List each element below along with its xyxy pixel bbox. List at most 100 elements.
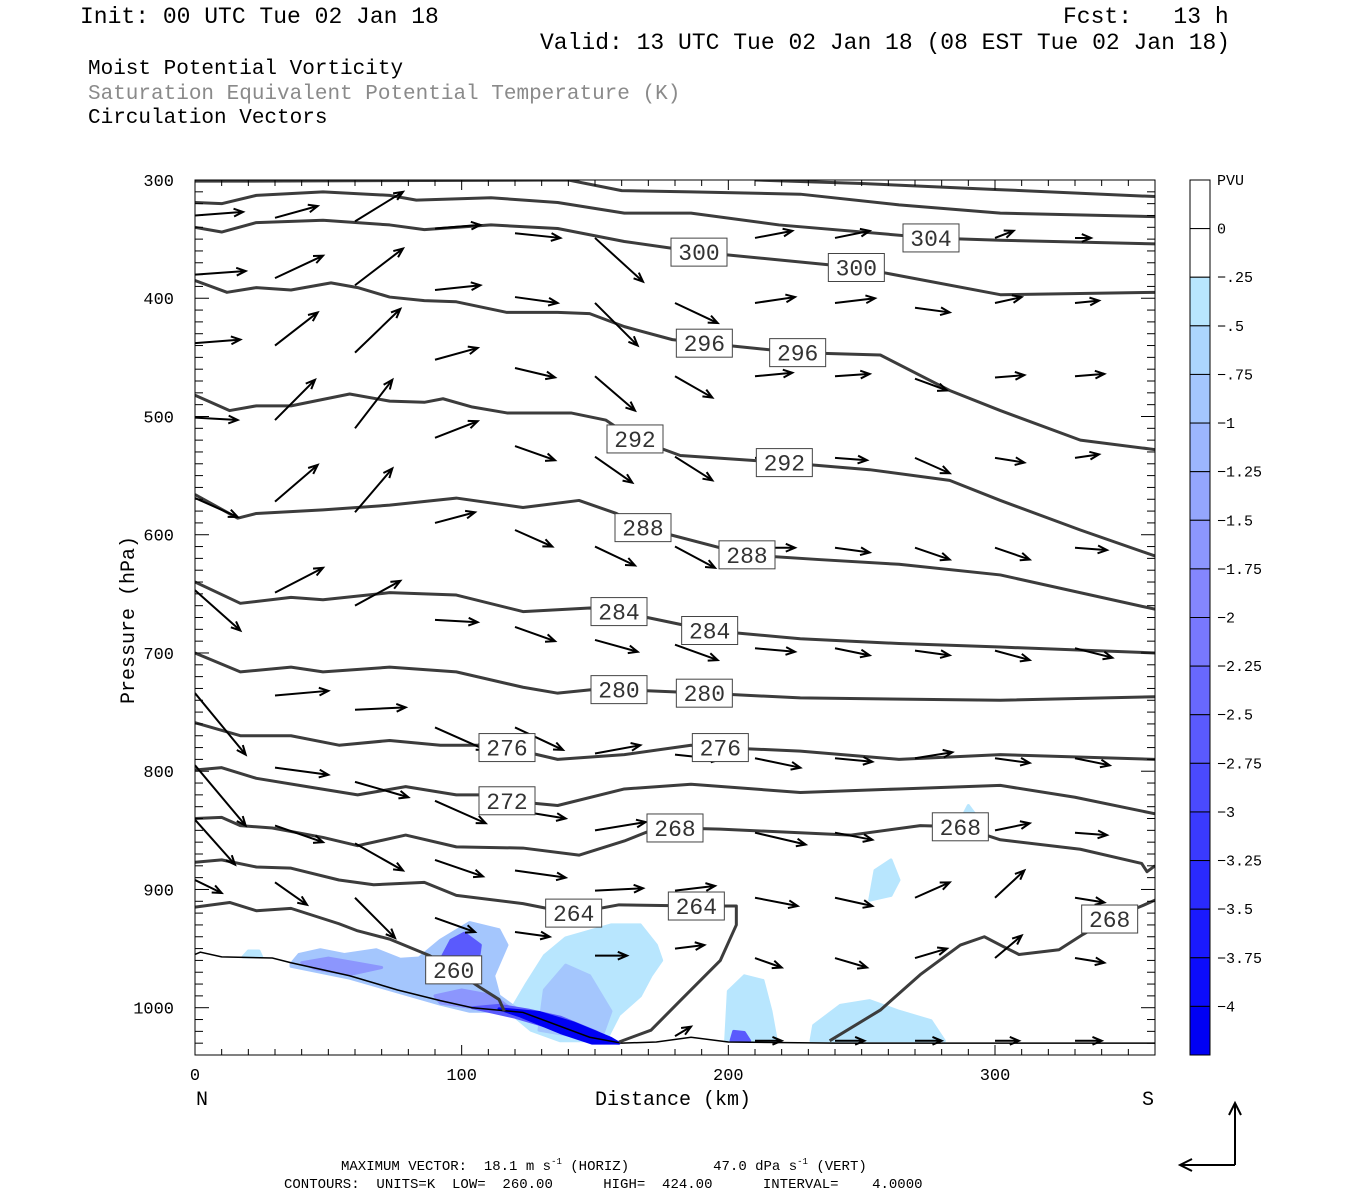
colorbar-swatch	[1189, 179, 1211, 230]
colorbar-swatch	[1189, 1005, 1211, 1056]
colorbar-swatch	[1189, 422, 1211, 473]
circulation-vector	[195, 879, 224, 895]
circulation-vector	[914, 649, 953, 659]
x-axis-south-label: S	[1142, 1089, 1154, 1112]
contour-label-box	[675, 678, 733, 708]
init-time: Init: 00 UTC Tue 02 Jan 18	[80, 4, 439, 30]
circulation-vector	[994, 933, 1024, 959]
circulation-vector	[195, 266, 249, 277]
circulation-vector	[195, 335, 243, 346]
contour-label-box	[590, 675, 648, 705]
circulation-vector	[835, 1035, 867, 1046]
y-tick-label: 500	[143, 409, 174, 428]
contour-label: 288	[726, 544, 767, 570]
circulation-vector	[434, 916, 478, 934]
circulation-vector	[834, 294, 878, 305]
circulation-vector	[594, 639, 641, 655]
colorbar-swatch	[1189, 665, 1211, 716]
x-tick-label: 200	[713, 1067, 744, 1086]
circulation-vector	[195, 692, 248, 757]
circulation-vector	[834, 546, 873, 557]
pv-shading-region	[868, 858, 901, 902]
circulation-vector	[1074, 956, 1107, 967]
contour-label-box	[902, 223, 960, 253]
circulation-vector	[754, 757, 803, 771]
colorbar-label: −3	[1217, 805, 1235, 822]
circulation-vector	[914, 748, 955, 760]
terrain-line	[195, 951, 1155, 1044]
contour-label-box	[1081, 904, 1139, 934]
circulation-vector	[594, 883, 646, 894]
x-axis-north-label: N	[196, 1089, 208, 1112]
x-tick-label: 100	[446, 1067, 477, 1086]
circulation-vector	[674, 643, 721, 662]
circulation-vector	[274, 566, 326, 594]
contour-label-box	[755, 448, 813, 478]
theta-es-contour-308	[195, 180, 1155, 219]
theta-es-contour-312	[754, 180, 1155, 199]
colorbar-swatch	[1189, 714, 1211, 764]
vert-tag: (VERT)	[816, 1159, 867, 1175]
circulation-vector	[354, 579, 403, 607]
circulation-vector	[514, 726, 566, 752]
contour-label: 292	[764, 452, 805, 478]
circulation-vector	[274, 766, 331, 779]
y-tick-label: 900	[143, 882, 174, 901]
colorbar-label: −.25	[1217, 270, 1253, 287]
valid-time: Valid: 13 UTC Tue 02 Jan 18 (08 EST Tue …	[540, 30, 1231, 56]
circulation-vector	[754, 831, 809, 848]
contour-label: 296	[684, 332, 725, 358]
circulation-vector	[994, 649, 1033, 663]
circulation-vector	[1074, 757, 1113, 769]
circulation-vector	[994, 756, 1033, 767]
colorbar-label: −2.25	[1217, 659, 1262, 676]
circulation-vector	[354, 842, 406, 872]
circulation-vector	[834, 647, 873, 659]
theta-es-contour-276	[195, 721, 1155, 761]
circulation-vector	[754, 293, 798, 304]
circulation-vector	[354, 377, 394, 429]
colorbar-label: −.5	[1217, 319, 1244, 336]
colorbar-swatch	[1189, 762, 1211, 813]
contour-label: 304	[910, 227, 951, 253]
colorbar-swatch	[1189, 860, 1211, 910]
circulation-vector	[754, 646, 798, 656]
colorbar-swatch	[1189, 471, 1211, 521]
contour-label-box	[670, 237, 728, 267]
colorbar-label: −2.75	[1217, 756, 1262, 773]
circulation-vector	[994, 229, 1017, 239]
circulation-vector	[514, 296, 561, 307]
circulation-vector	[354, 247, 406, 287]
circulation-vector	[434, 281, 483, 291]
contour-label: 288	[622, 517, 663, 543]
colorbar-label: 0	[1217, 222, 1226, 239]
circulation-vector	[354, 190, 406, 223]
circulation-vector	[915, 1035, 945, 1046]
contour-label: 300	[678, 241, 719, 267]
contour-label: 280	[598, 679, 639, 705]
colorbar-label: −3.5	[1217, 902, 1253, 919]
circulation-vector	[834, 831, 875, 843]
circulation-vector	[594, 302, 640, 348]
circulation-vector	[755, 1035, 785, 1046]
contour-label: 272	[486, 790, 527, 816]
y-tick-label: 600	[143, 528, 174, 547]
circulation-vector	[914, 306, 953, 317]
circulation-vector	[274, 254, 326, 280]
colorbar-label: −2	[1217, 611, 1235, 628]
theta-es-contour-272	[195, 766, 1155, 816]
circulation-vector	[994, 371, 1027, 381]
x-axis-label: Distance (km)	[595, 1089, 751, 1112]
pv-shading-region	[241, 949, 264, 959]
circulation-vector	[595, 950, 630, 961]
y-tick-label: 1000	[133, 1001, 174, 1020]
contour-label: 264	[676, 895, 717, 921]
colorbar-swatch	[1189, 519, 1211, 570]
contour-label: 276	[700, 737, 741, 763]
circulation-vector	[274, 310, 320, 347]
circulation-vector	[434, 419, 481, 439]
contour-label: 292	[614, 428, 655, 454]
plot-area: 304 300 300 296 296 292 292 288 288 284 284 280 280 2…	[195, 180, 1155, 1046]
contour-label-box	[667, 891, 725, 921]
contour-label: 284	[689, 620, 730, 646]
